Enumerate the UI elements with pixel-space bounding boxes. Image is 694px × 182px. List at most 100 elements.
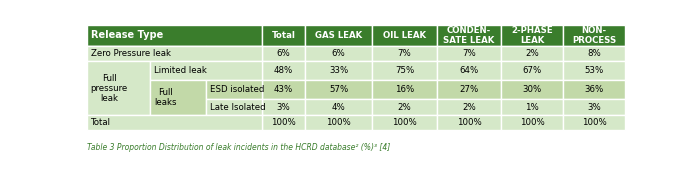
Bar: [262, 46, 305, 61]
Bar: [150, 46, 206, 61]
Bar: [437, 61, 502, 80]
Bar: [502, 115, 564, 130]
Text: 33%: 33%: [329, 66, 348, 75]
Text: 48%: 48%: [274, 66, 294, 75]
Text: GAS LEAK: GAS LEAK: [315, 31, 362, 40]
Bar: [373, 115, 437, 130]
Bar: [564, 25, 625, 46]
Text: CONDEN-
SATE LEAK: CONDEN- SATE LEAK: [443, 26, 495, 45]
Text: Total: Total: [90, 118, 110, 127]
Bar: [437, 80, 502, 99]
Text: Total: Total: [271, 31, 296, 40]
Bar: [437, 99, 502, 115]
Bar: [206, 80, 262, 99]
Text: 1%: 1%: [525, 103, 539, 112]
Bar: [150, 61, 206, 80]
Text: 64%: 64%: [459, 66, 479, 75]
Bar: [564, 99, 625, 115]
Bar: [373, 99, 437, 115]
Bar: [87, 115, 150, 130]
Text: 67%: 67%: [523, 66, 542, 75]
Text: 100%: 100%: [271, 118, 296, 127]
Bar: [87, 99, 150, 115]
Text: Release Type: Release Type: [90, 30, 163, 40]
Bar: [305, 46, 373, 61]
Text: 53%: 53%: [584, 66, 604, 75]
Bar: [150, 115, 206, 130]
Bar: [87, 61, 150, 115]
Bar: [564, 80, 625, 99]
Text: 27%: 27%: [459, 85, 479, 94]
Bar: [87, 115, 262, 130]
Bar: [87, 61, 150, 80]
Bar: [87, 25, 262, 46]
Text: 2-PHASE
LEAK: 2-PHASE LEAK: [511, 26, 553, 45]
Bar: [150, 61, 262, 80]
Bar: [206, 99, 262, 115]
Bar: [262, 25, 305, 46]
Text: 8%: 8%: [587, 49, 601, 58]
Text: 16%: 16%: [395, 85, 414, 94]
Text: 75%: 75%: [395, 66, 414, 75]
Bar: [206, 115, 262, 130]
Bar: [206, 61, 262, 80]
Bar: [305, 80, 373, 99]
Text: Full
pressure
leak: Full pressure leak: [90, 74, 128, 103]
Text: 6%: 6%: [277, 49, 291, 58]
Bar: [305, 115, 373, 130]
Bar: [437, 25, 502, 46]
Bar: [564, 46, 625, 61]
Bar: [150, 80, 206, 115]
Text: 36%: 36%: [584, 85, 604, 94]
Bar: [87, 80, 150, 99]
Text: Zero Pressure leak: Zero Pressure leak: [90, 49, 171, 58]
Text: 100%: 100%: [326, 118, 351, 127]
Bar: [206, 99, 262, 115]
Bar: [502, 61, 564, 80]
Text: Table 3 Proportion Distribution of leak incidents in the HCRD database² (%)³ [4]: Table 3 Proportion Distribution of leak …: [87, 143, 390, 153]
Text: 57%: 57%: [329, 85, 348, 94]
Text: 100%: 100%: [582, 118, 607, 127]
Bar: [305, 25, 373, 46]
Bar: [87, 46, 262, 61]
Text: 3%: 3%: [587, 103, 601, 112]
Bar: [502, 46, 564, 61]
Bar: [206, 80, 262, 99]
Bar: [373, 46, 437, 61]
Text: 100%: 100%: [520, 118, 545, 127]
Text: Limited leak: Limited leak: [154, 66, 207, 75]
Bar: [262, 61, 305, 80]
Bar: [87, 46, 150, 61]
Bar: [150, 80, 206, 99]
Bar: [373, 80, 437, 99]
Bar: [502, 25, 564, 46]
Text: 2%: 2%: [462, 103, 476, 112]
Bar: [262, 115, 305, 130]
Text: 100%: 100%: [392, 118, 417, 127]
Bar: [262, 80, 305, 99]
Text: Full
leaks: Full leaks: [154, 88, 176, 107]
Bar: [305, 99, 373, 115]
Bar: [150, 99, 206, 115]
Bar: [564, 115, 625, 130]
Text: 7%: 7%: [398, 49, 412, 58]
Bar: [373, 25, 437, 46]
Bar: [206, 46, 262, 61]
Text: Late Isolated: Late Isolated: [210, 103, 266, 112]
Bar: [564, 61, 625, 80]
Text: 100%: 100%: [457, 118, 482, 127]
Bar: [437, 115, 502, 130]
Bar: [502, 80, 564, 99]
Text: 30%: 30%: [523, 85, 542, 94]
Text: 2%: 2%: [525, 49, 539, 58]
Text: ESD isolated: ESD isolated: [210, 85, 264, 94]
Bar: [262, 99, 305, 115]
Text: 4%: 4%: [332, 103, 346, 112]
Text: 43%: 43%: [274, 85, 294, 94]
Text: 7%: 7%: [462, 49, 476, 58]
Text: 6%: 6%: [332, 49, 346, 58]
Bar: [373, 61, 437, 80]
Text: 3%: 3%: [277, 103, 291, 112]
Text: 2%: 2%: [398, 103, 412, 112]
Text: NON-
PROCESS: NON- PROCESS: [572, 26, 616, 45]
